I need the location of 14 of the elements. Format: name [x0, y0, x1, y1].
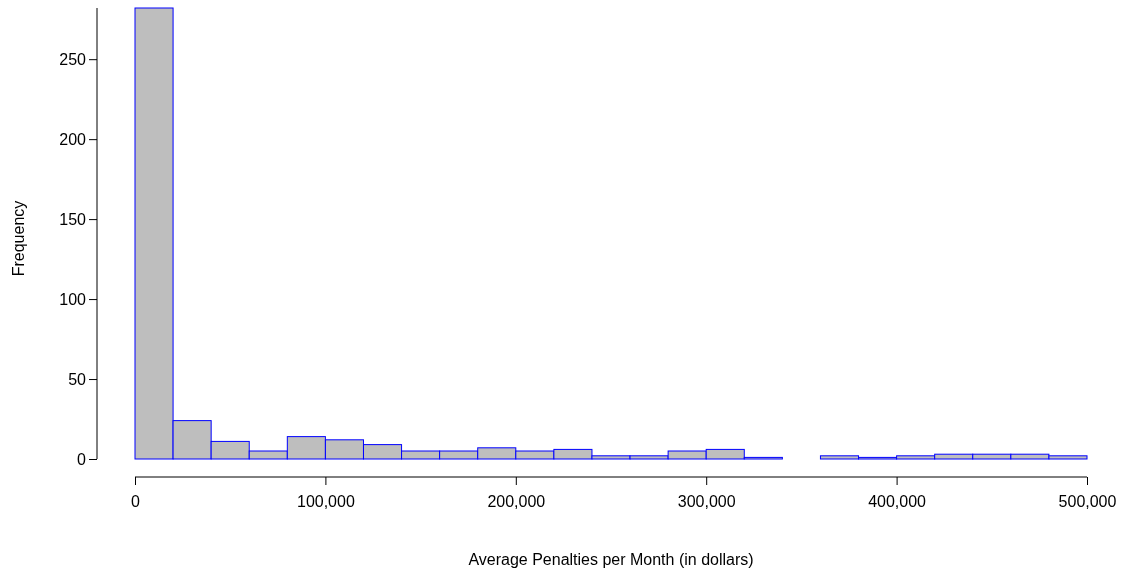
- x-axis-title: Average Penalties per Month (in dollars): [468, 551, 754, 568]
- y-tick-label: 250: [59, 50, 87, 68]
- x-tick-label: 100,000: [296, 493, 355, 511]
- x-tick-label: 500,000: [1058, 493, 1117, 511]
- y-tick-label: 50: [68, 370, 87, 388]
- y-tick-label: 200: [59, 130, 87, 148]
- y-tick-label: 150: [59, 210, 87, 228]
- x-tick-label: 200,000: [487, 493, 546, 511]
- x-tick-label: 300,000: [677, 493, 736, 511]
- y-tick-label: 0: [77, 450, 87, 468]
- y-axis-title: Frequency: [10, 200, 27, 277]
- y-tick-label: 100: [59, 290, 87, 308]
- x-tick-label: 400,000: [868, 493, 927, 511]
- x-tick-label: 0: [131, 493, 141, 511]
